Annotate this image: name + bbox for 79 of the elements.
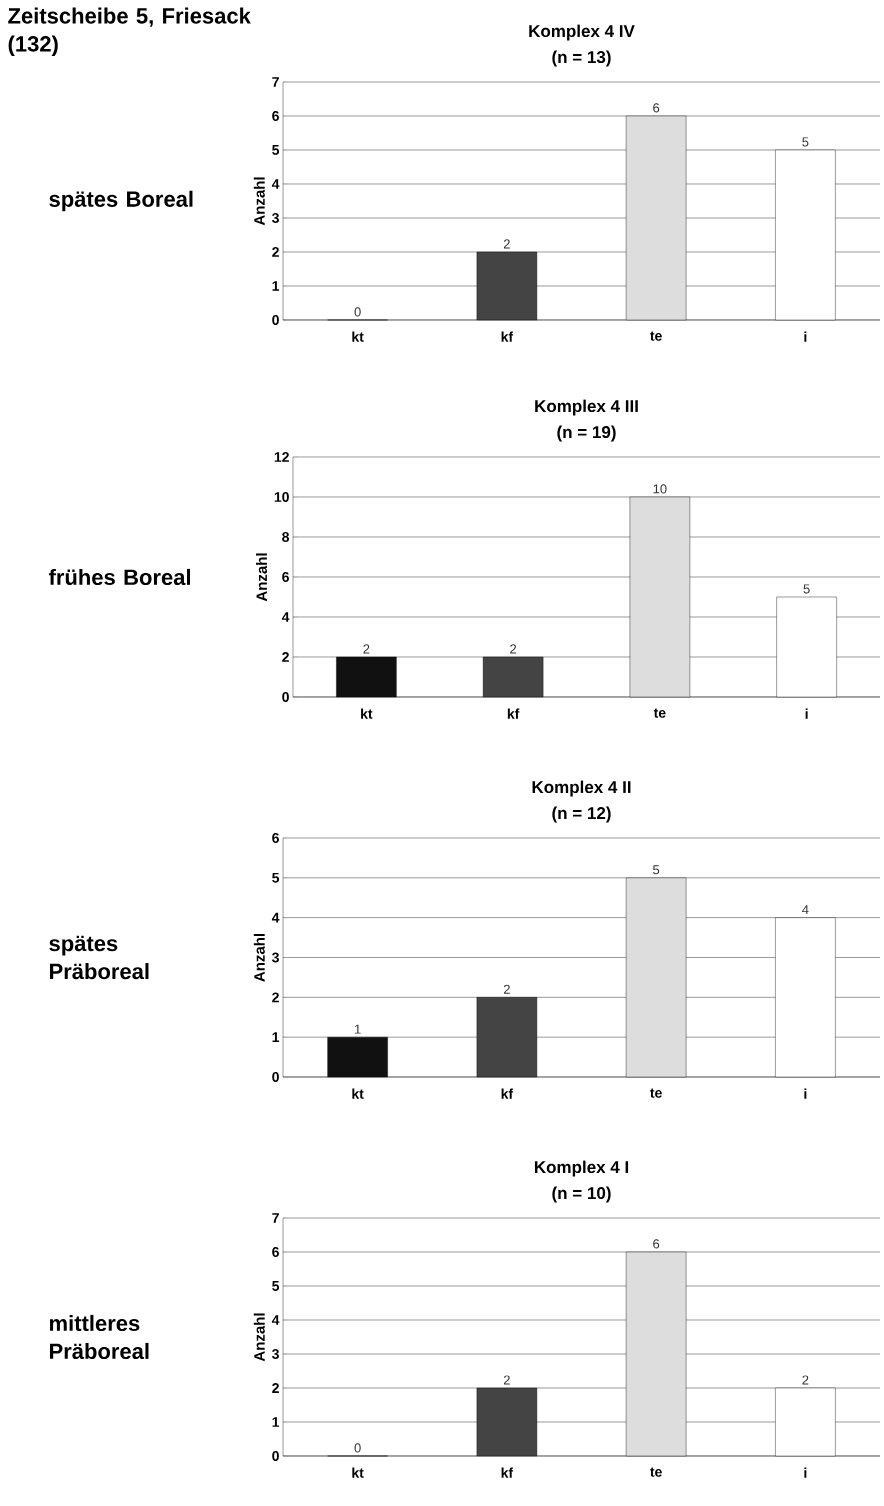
- y-tick-label: 8: [282, 532, 290, 542]
- y-tick-label: 6: [272, 833, 279, 843]
- x-tick-label: te: [650, 1088, 662, 1098]
- y-tick-label: 5: [272, 872, 280, 883]
- data-label: 2: [510, 644, 517, 654]
- y-axis-title: Anzahl: [253, 1313, 265, 1362]
- data-label: 0: [354, 307, 361, 317]
- y-tick-label: 7: [272, 77, 279, 87]
- x-tick-label: kt: [352, 331, 364, 342]
- y-tick-label: 5: [272, 1281, 280, 1291]
- chart-title: Komplex 4 III: [535, 399, 638, 416]
- chart-subtitle: (n = 13): [552, 50, 611, 67]
- y-tick-label: 12: [274, 452, 289, 462]
- y-tick-label: 3: [272, 1349, 279, 1359]
- y-tick-label: 0: [282, 692, 289, 702]
- x-tick-label: te: [650, 331, 662, 341]
- x-tick-label: kf: [501, 1467, 514, 1478]
- y-axis-title: Anzahl: [253, 177, 265, 226]
- y-tick-label: 7: [272, 1213, 279, 1223]
- data-label: 2: [503, 984, 510, 994]
- y-tick-label: 2: [282, 652, 289, 662]
- x-tick-label: kt: [352, 1088, 364, 1099]
- text: mittleres Präboreal: [49, 1314, 149, 1360]
- x-tick-label: kt: [352, 1467, 364, 1478]
- data-label: 6: [653, 1239, 660, 1249]
- x-tick-label: kf: [507, 708, 520, 719]
- chart-title: Komplex 4 II: [532, 780, 631, 797]
- x-tick-label: i: [804, 1088, 807, 1099]
- y-tick-label: 4: [271, 1315, 280, 1325]
- data-label: 4: [802, 905, 809, 915]
- y-tick-label: 4: [271, 179, 280, 189]
- data-label: 5: [653, 865, 660, 875]
- x-tick-label: te: [653, 708, 666, 718]
- data-label: 2: [802, 1375, 809, 1385]
- y-axis-title: Anzahl: [253, 933, 265, 982]
- data-label: 5: [803, 584, 810, 594]
- y-tick-label: 2: [272, 992, 279, 1003]
- x-tick-label: i: [804, 331, 807, 342]
- data-label: 0: [354, 1443, 361, 1453]
- chart-title: Komplex 4 IV: [529, 24, 635, 41]
- data-label: 5: [802, 137, 809, 147]
- y-tick-label: 4: [281, 612, 290, 622]
- x-tick-label: i: [804, 1467, 807, 1478]
- chart-subtitle: (n = 12): [552, 806, 611, 823]
- x-tick-label: kt: [361, 708, 373, 719]
- y-tick-label: 5: [272, 145, 280, 155]
- text: frühes Boreal: [48, 568, 190, 586]
- data-label: 2: [503, 1375, 510, 1385]
- x-tick-label: te: [650, 1467, 662, 1477]
- chart-title: Komplex 4 I: [534, 1160, 629, 1177]
- data-label: 10: [653, 484, 667, 494]
- y-tick-label: 1: [272, 281, 280, 291]
- text: spätes Boreal: [49, 190, 193, 212]
- data-label: 6: [653, 103, 660, 113]
- data-label: 1: [355, 1024, 361, 1034]
- y-tick-label: 1: [272, 1032, 280, 1042]
- text: spätes Präboreal: [49, 935, 149, 980]
- data-label: 2: [363, 644, 370, 654]
- x-tick-label: kf: [501, 1088, 514, 1099]
- y-axis-title: Anzahl: [256, 553, 268, 602]
- text: Zeitscheibe 5, Friesack (132): [8, 7, 251, 57]
- x-tick-label: kf: [501, 331, 514, 342]
- y-tick-label: 6: [272, 1247, 279, 1257]
- y-tick-label: 0: [272, 315, 279, 325]
- y-tick-label: 0: [272, 1072, 279, 1082]
- y-tick-label: 6: [272, 111, 279, 121]
- data-label: 2: [503, 239, 510, 249]
- y-tick-label: 6: [282, 572, 289, 582]
- chart-subtitle: (n = 10): [552, 1186, 611, 1203]
- y-tick-label: 10: [274, 492, 289, 502]
- x-tick-label: i: [805, 708, 808, 719]
- y-tick-label: 3: [272, 213, 279, 223]
- y-tick-label: 1: [272, 1417, 280, 1427]
- y-tick-label: 2: [272, 247, 279, 257]
- y-tick-label: 2: [272, 1383, 279, 1393]
- y-tick-label: 3: [272, 952, 279, 963]
- chart-subtitle: (n = 19): [557, 425, 616, 442]
- y-tick-label: 0: [272, 1451, 279, 1461]
- y-tick-label: 4: [271, 912, 280, 923]
